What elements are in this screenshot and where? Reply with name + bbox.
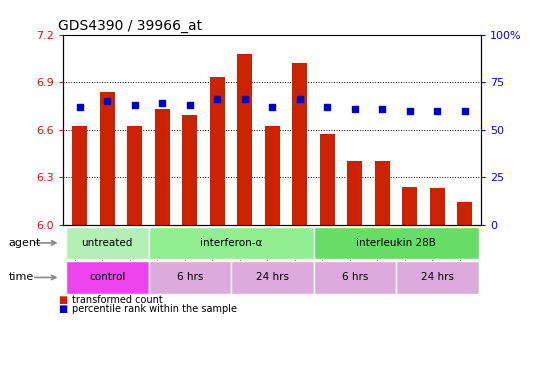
Bar [457, 202, 472, 225]
Text: control: control [89, 272, 125, 283]
Text: untreated: untreated [81, 238, 133, 248]
Bar [430, 188, 445, 225]
Point [295, 96, 304, 102]
Bar [155, 109, 170, 225]
Point [130, 102, 139, 108]
Text: time: time [8, 272, 34, 283]
Bar [347, 161, 362, 225]
Point [405, 108, 414, 114]
Text: transformed count: transformed count [72, 295, 162, 305]
Point [240, 96, 249, 102]
Text: interleukin 28B: interleukin 28B [356, 238, 436, 248]
Text: agent: agent [8, 238, 41, 248]
Text: percentile rank within the sample: percentile rank within the sample [72, 304, 236, 314]
Point [75, 104, 84, 110]
Bar [127, 126, 142, 225]
Bar [182, 115, 197, 225]
Text: 24 hrs: 24 hrs [421, 272, 454, 283]
Bar [265, 126, 280, 225]
Text: ■: ■ [58, 304, 67, 314]
Bar [100, 92, 115, 225]
Point [103, 98, 112, 104]
Bar [402, 187, 417, 225]
Text: GDS4390 / 39966_at: GDS4390 / 39966_at [58, 19, 202, 33]
Point [350, 106, 359, 112]
Bar [320, 134, 335, 225]
Point [213, 96, 222, 102]
Bar [375, 161, 390, 225]
Point [460, 108, 469, 114]
Bar [72, 126, 87, 225]
Text: interferon-α: interferon-α [200, 238, 262, 248]
Text: 24 hrs: 24 hrs [256, 272, 289, 283]
Point [158, 100, 167, 106]
Point [185, 102, 194, 108]
Text: 6 hrs: 6 hrs [177, 272, 203, 283]
Point [378, 106, 387, 112]
Bar [237, 54, 252, 225]
Text: ■: ■ [58, 295, 67, 305]
Point [268, 104, 277, 110]
Bar [292, 63, 307, 225]
Bar [210, 77, 225, 225]
Point [323, 104, 332, 110]
Point [433, 108, 442, 114]
Text: 6 hrs: 6 hrs [342, 272, 368, 283]
